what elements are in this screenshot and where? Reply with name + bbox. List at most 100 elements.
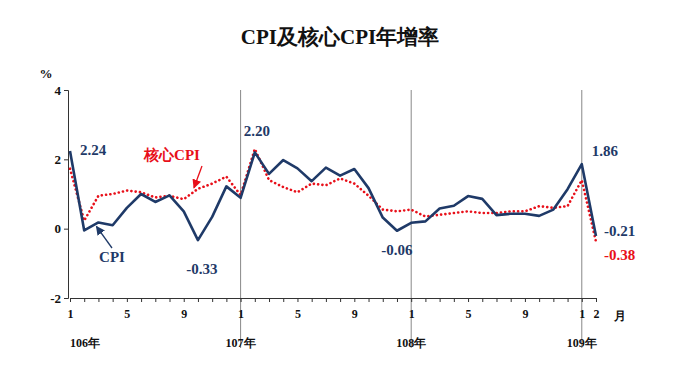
x-unit: 月: [613, 309, 626, 323]
x-tick-mark: [141, 298, 142, 302]
y-tick-label: 4: [55, 83, 62, 98]
x-tick-mark: [496, 298, 497, 302]
x-tick-mark: [198, 298, 199, 302]
y-tick-mark: [64, 90, 68, 91]
x-tick: [340, 298, 341, 302]
data-label: 1.86: [592, 143, 619, 159]
y-tick-mark: [64, 298, 68, 299]
x-axis: 15915915912: [68, 298, 600, 321]
x-tick: [440, 298, 441, 302]
x-tick-mark: [454, 298, 455, 302]
x-axis-line: [71, 299, 597, 303]
x-tick-label: 9: [352, 307, 358, 321]
x-tick-label: 1: [579, 307, 585, 321]
x-tick: [198, 298, 199, 302]
x-tick-mark: [468, 298, 469, 302]
label-arrow: [96, 226, 112, 248]
x-tick: [482, 298, 483, 302]
x-tick-mark: [98, 298, 99, 302]
x-tick: [539, 298, 540, 302]
x-tick: [326, 298, 327, 302]
series-line: [70, 151, 596, 240]
x-tick: [369, 298, 370, 302]
x-tick: [98, 298, 99, 302]
x-tick: [255, 298, 256, 302]
x-tick-label: 2: [594, 307, 600, 321]
data-label: -0.38: [604, 247, 635, 263]
x-tick: 9: [352, 298, 358, 321]
x-tick-label: 5: [466, 307, 472, 321]
series-label: CPI: [99, 249, 125, 265]
y-axis-line: [64, 91, 69, 299]
x-tick: [141, 298, 142, 302]
x-tick: [226, 298, 227, 302]
x-tick-label: 1: [409, 307, 415, 321]
x-tick: [511, 298, 512, 302]
x-tick: [84, 298, 85, 302]
data-label: -0.06: [381, 242, 413, 258]
group-label: 108年: [396, 336, 426, 350]
x-tick: [454, 298, 455, 302]
data-label: -0.21: [604, 223, 635, 239]
x-tick-label: 1: [68, 307, 74, 321]
y-tick-mark: [64, 229, 68, 230]
x-tick-mark: [539, 298, 540, 302]
x-tick-mark: [269, 298, 270, 302]
x-tick-label: 9: [181, 307, 187, 321]
x-tick-mark: [482, 298, 483, 302]
y-tick-label: 0: [55, 221, 62, 236]
series-label: 核心CPI: [143, 146, 200, 163]
group-label: 106年: [70, 336, 100, 350]
x-tick-mark: [411, 298, 412, 302]
x-tick-mark: [440, 298, 441, 302]
x-tick: [383, 298, 384, 302]
x-tick: [553, 298, 554, 302]
x-tick-mark: [340, 298, 341, 302]
x-tick-mark: [525, 298, 526, 302]
x-tick-label: 5: [295, 307, 301, 321]
group-label: 107年: [226, 336, 256, 350]
x-tick: 9: [522, 298, 528, 321]
x-tick-mark: [113, 298, 114, 302]
x-tick-mark: [397, 298, 398, 302]
x-tick-mark: [297, 298, 298, 302]
y-tick-mark: [64, 159, 68, 160]
x-tick: 1: [409, 298, 415, 321]
x-tick-label: 9: [522, 307, 528, 321]
x-tick-mark: [511, 298, 512, 302]
data-label: -0.33: [186, 261, 217, 277]
x-tick: 2: [594, 298, 600, 321]
title: CPI及核心CPI年增率: [241, 25, 439, 49]
x-tick-mark: [212, 298, 213, 302]
x-tick: [283, 298, 284, 302]
x-tick: [155, 298, 156, 302]
x-tick-mark: [568, 298, 569, 302]
y-axis: -2024: [50, 83, 68, 306]
x-tick: [425, 298, 426, 302]
x-tick-mark: [596, 298, 597, 302]
x-tick-mark: [84, 298, 85, 302]
x-tick-mark: [70, 298, 71, 302]
x-tick: 9: [181, 298, 187, 321]
x-tick-mark: [127, 298, 128, 302]
y-tick: 0: [55, 221, 69, 236]
x-tick-mark: [283, 298, 284, 302]
x-tick-label: 5: [124, 307, 130, 321]
x-tick-mark: [354, 298, 355, 302]
x-tick: [397, 298, 398, 302]
x-tick-mark: [312, 298, 313, 302]
x-tick-label: 1: [238, 307, 244, 321]
x-tick: [170, 298, 171, 302]
data-label: 2.20: [244, 123, 270, 139]
x-tick-mark: [255, 298, 256, 302]
y-tick-label: -2: [50, 291, 61, 306]
x-tick-mark: [241, 298, 242, 302]
y-tick: 4: [55, 83, 69, 98]
group-label: 109年: [567, 336, 597, 350]
x-tick: 5: [124, 298, 130, 321]
x-tick-mark: [170, 298, 171, 302]
x-tick-mark: [369, 298, 370, 302]
label-arrow: [194, 166, 202, 188]
x-tick: [312, 298, 313, 302]
chart: CPI及核心CPI年增率%-202415915915912月106年107年10…: [0, 0, 680, 383]
